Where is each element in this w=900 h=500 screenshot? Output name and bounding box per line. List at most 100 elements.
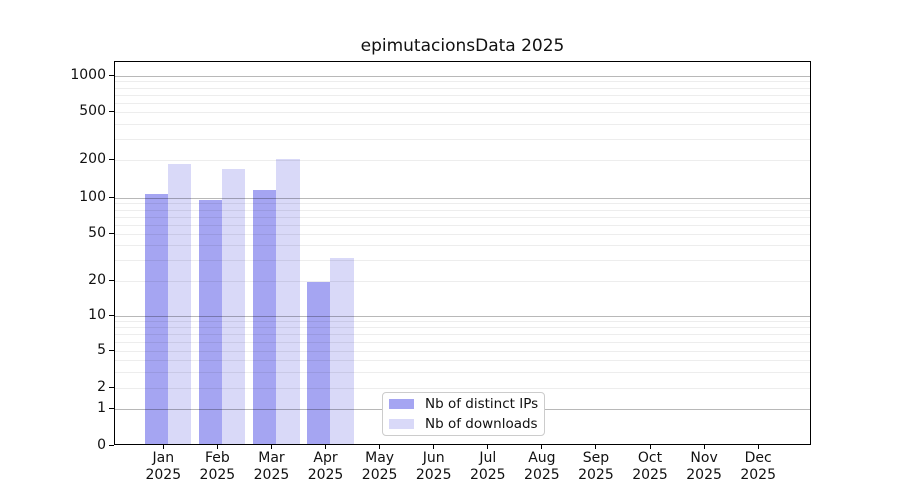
- gridline: [115, 216, 810, 218]
- y-tick: [109, 279, 114, 281]
- x-tick-month: May: [365, 450, 395, 466]
- gridline: [115, 102, 810, 104]
- plot-area: Nb of distinct IPs Nb of downloads: [114, 61, 811, 445]
- bar-nb-of-downloads: [276, 159, 300, 444]
- x-tick-year: 2025: [686, 467, 722, 483]
- gridline: [115, 203, 810, 205]
- x-tick: [270, 445, 272, 449]
- x-tick-month: Aug: [528, 450, 556, 466]
- y-tick: [109, 444, 114, 446]
- bar-nb-of-distinct-ips: [252, 189, 277, 444]
- y-tick-label: 0: [97, 437, 106, 453]
- gridline: [115, 245, 810, 247]
- x-tick: [325, 445, 327, 449]
- bar-nb-of-distinct-ips: [198, 199, 223, 444]
- x-tick-year: 2025: [415, 467, 452, 483]
- x-tick-month: Nov: [690, 450, 718, 466]
- x-tick-month: Mar: [258, 450, 285, 466]
- chart-title: epimutacionsData 2025: [360, 36, 565, 56]
- x-tick-year: 2025: [361, 467, 398, 483]
- x-tick: [487, 445, 489, 449]
- gridline: [115, 327, 810, 329]
- y-tick-label: 1000: [70, 67, 106, 83]
- x-tick-label: Aug 2025: [512, 450, 572, 484]
- y-tick: [109, 232, 114, 234]
- y-tick-label: 5: [97, 342, 106, 358]
- x-tick-label: Feb 2025: [187, 450, 247, 484]
- y-tick: [109, 196, 114, 198]
- x-tick-year: 2025: [632, 467, 668, 483]
- gridline: [115, 138, 810, 140]
- x-tick-label: Jan 2025: [133, 450, 193, 484]
- legend-swatch-downloads: [389, 418, 414, 429]
- gridline: [115, 112, 810, 113]
- legend-label-distinct-ips: Nb of distinct IPs: [425, 396, 539, 413]
- x-tick: [649, 445, 651, 449]
- gridline: [115, 341, 810, 343]
- bar-nb-of-distinct-ips: [307, 281, 331, 444]
- gridline: [115, 360, 810, 361]
- gridline: [115, 321, 810, 323]
- bar-nb-of-downloads: [222, 168, 246, 444]
- x-tick: [433, 445, 435, 449]
- x-tick-label: Jul 2025: [458, 450, 518, 484]
- x-tick-year: 2025: [740, 467, 776, 483]
- y-tick-label: 50: [88, 225, 106, 241]
- x-tick-year: 2025: [253, 467, 290, 483]
- x-tick: [379, 445, 381, 449]
- x-tick: [162, 445, 164, 449]
- x-tick-month: Jan: [152, 450, 175, 466]
- x-tick: [703, 445, 705, 449]
- gridline: [115, 198, 810, 199]
- x-tick-label: May 2025: [350, 450, 410, 484]
- gridline: [115, 334, 810, 335]
- y-tick-label: 200: [79, 151, 106, 167]
- x-tick-year: 2025: [307, 467, 344, 483]
- y-tick: [109, 158, 114, 160]
- x-tick-year: 2025: [199, 467, 236, 483]
- gridline: [115, 160, 810, 161]
- y-tick-label: 500: [79, 103, 106, 119]
- x-tick-year: 2025: [578, 467, 614, 483]
- x-tick-label: Sep 2025: [566, 450, 626, 484]
- gridline: [115, 234, 810, 235]
- gridline: [115, 371, 810, 373]
- legend-swatch-distinct-ips: [389, 399, 414, 410]
- bar-nb-of-downloads: [330, 258, 354, 444]
- y-tick: [109, 314, 114, 316]
- x-tick-label: Nov 2025: [674, 450, 734, 484]
- x-tick-month: Jul: [479, 450, 497, 466]
- x-tick-month: Dec: [744, 450, 772, 466]
- legend-row-distinct-ips: Nb of distinct IPs: [389, 396, 538, 413]
- legend-row-downloads: Nb of downloads: [389, 416, 538, 433]
- y-tick-label: 10: [88, 307, 106, 323]
- x-tick-month: Feb: [204, 450, 230, 466]
- x-tick: [757, 445, 759, 449]
- y-tick-label: 2: [97, 379, 106, 395]
- x-tick-year: 2025: [469, 467, 506, 483]
- x-tick-label: Apr 2025: [296, 450, 356, 484]
- gridline: [115, 316, 810, 317]
- gridline: [115, 76, 810, 77]
- x-tick: [541, 445, 543, 449]
- gridline: [115, 87, 810, 89]
- x-tick-label: Mar 2025: [241, 450, 301, 484]
- y-tick: [109, 349, 114, 351]
- y-tick: [109, 386, 114, 388]
- x-tick-label: Dec 2025: [728, 450, 788, 484]
- x-tick-month: Oct: [637, 450, 663, 466]
- y-tick-label: 20: [88, 272, 106, 288]
- legend: Nb of distinct IPs Nb of downloads: [382, 392, 545, 436]
- x-tick-year: 2025: [524, 467, 560, 483]
- x-tick-year: 2025: [145, 467, 182, 483]
- y-tick-label: 1: [97, 400, 106, 416]
- x-tick-month: Jun: [422, 450, 445, 466]
- gridline: [115, 123, 810, 125]
- gridline: [115, 81, 810, 83]
- y-tick-label: 100: [79, 189, 106, 205]
- bar-nb-of-downloads: [168, 163, 192, 444]
- gridline: [115, 260, 810, 262]
- x-tick: [216, 445, 218, 449]
- x-tick-month: Apr: [313, 450, 338, 466]
